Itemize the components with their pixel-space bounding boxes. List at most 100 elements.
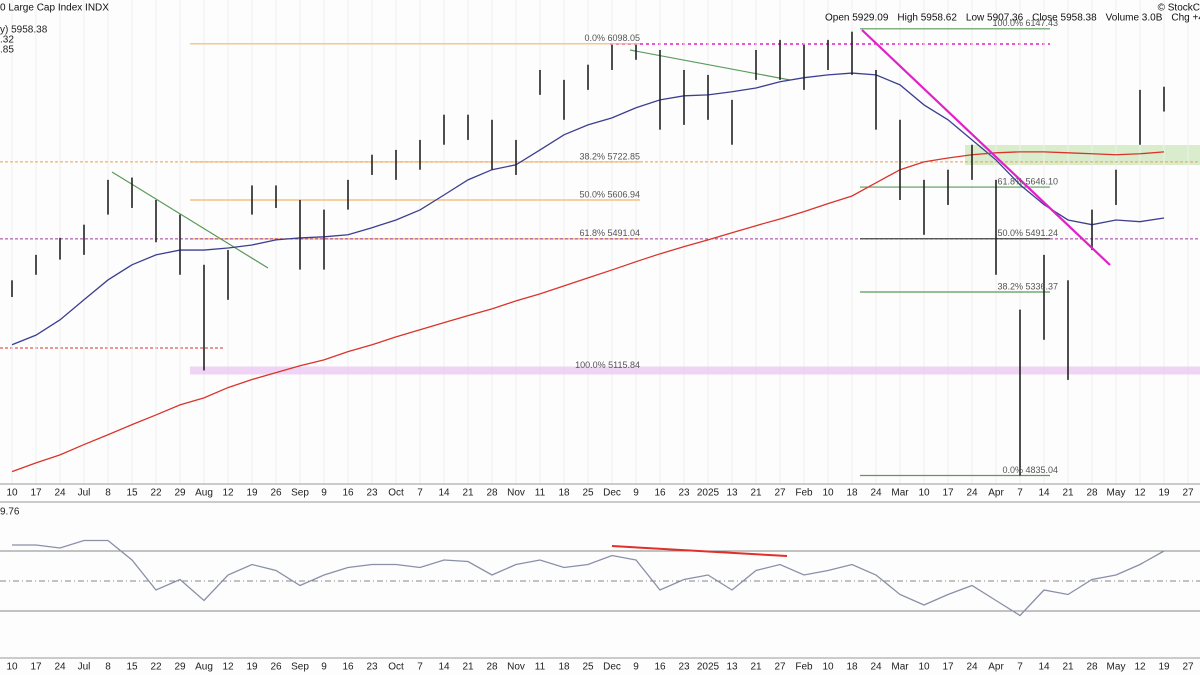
x-tick-label: 27 [1182,488,1194,499]
x-tick-label: Apr [988,488,1004,499]
x-tick-label: 14 [438,488,450,499]
x-tick-label: 21 [750,662,762,673]
x-tick-label: 21 [750,488,762,499]
x-tick-label: 21 [1062,488,1074,499]
x-tick-label: 21 [462,488,474,499]
legend-label: .85 [0,45,14,56]
x-tick-label: 10 [6,662,18,673]
quote-text: Chg +41.45 (+ [1171,13,1200,24]
x-tick-label: 26 [270,488,282,499]
chart-title: 0 Large Cap Index INDX [0,3,109,14]
x-tick-label: Jul [78,662,91,673]
x-tick-label: 17 [942,488,954,499]
x-tick-label: May [1107,488,1126,499]
fib-label: 50.0% 5606.94 [579,189,640,199]
x-tick-label: 22 [150,488,162,499]
x-tick-label: 10 [822,662,834,673]
x-tick-label: 12 [222,488,234,499]
x-tick-label: 29 [174,488,186,499]
x-tick-label: 24 [54,662,66,673]
x-tick-label: 28 [1086,662,1098,673]
x-tick-label: 27 [1182,662,1194,673]
x-tick-label: 17 [942,662,954,673]
x-tick-label: 7 [1017,662,1023,673]
x-tick-label: 8 [105,488,111,499]
x-tick-label: 24 [54,488,66,499]
x-tick-label: 14 [438,662,450,673]
x-tick-label: 2025 [697,488,720,499]
x-tick-label: 19 [1158,662,1170,673]
fib-label: 61.8% 5491.04 [579,228,640,238]
x-tick-label: Dec [603,662,621,673]
x-tick-label: 22 [150,662,162,673]
quote-text: Open 5929.09 [825,13,889,24]
x-tick-label: 9 [321,488,327,499]
x-tick-label: Jul [78,488,91,499]
quote-text: High 5958.62 [897,13,957,24]
x-tick-label: 14 [1038,662,1050,673]
source: © StockC [1158,3,1200,14]
quote-text: Close 5958.38 [1032,13,1097,24]
x-tick-label: 28 [1086,488,1098,499]
fib-label: 61.8% 5646.10 [997,176,1058,186]
x-tick-label: May [1107,662,1126,673]
fib-label: 100.0% 6147.43 [992,18,1058,28]
x-tick-label: 19 [246,662,258,673]
x-tick-label: Feb [795,488,813,499]
x-tick-label: 23 [678,662,690,673]
x-tick-label: Oct [388,662,404,673]
x-tick-label: Mar [891,662,909,673]
x-tick-label: 13 [726,488,738,499]
x-tick-label: 10 [6,488,18,499]
x-tick-label: Nov [507,488,525,499]
x-tick-label: 23 [678,488,690,499]
x-tick-label: 27 [774,662,786,673]
x-tick-label: Mar [891,488,909,499]
x-tick-label: 16 [342,488,354,499]
x-tick-label: 11 [535,662,546,673]
foreground-layer [11,29,1165,617]
trendline [629,49,791,81]
x-tick-label: 16 [654,488,666,499]
x-tick-label: Sep [291,488,309,499]
x-tick-label: 24 [966,662,978,673]
x-tick-label: 14 [1038,488,1050,499]
x-tick-label: 12 [1134,488,1146,499]
fib-label: 100.0% 5115.84 [575,360,640,370]
x-tick-label: 24 [966,488,978,499]
x-tick-label: 17 [30,488,42,499]
x-tick-label: 10 [918,662,930,673]
x-tick-label: 7 [417,662,423,673]
x-tick-label: Aug [195,488,213,499]
x-tick-label: Feb [795,662,813,673]
quote-text: Volume 3.0B [1106,13,1163,24]
x-tick-label: 27 [774,488,786,499]
fib-label: 0.0% 4835.04 [1002,465,1058,475]
resistance-zone [965,145,1200,165]
fib-band [190,366,1200,375]
divergence-line [611,545,788,557]
x-tick-label: 19 [246,488,258,499]
x-tick-label: 13 [726,662,738,673]
x-tick-label: 12 [1134,662,1146,673]
x-tick-label: 7 [1017,488,1023,499]
x-tick-label: 29 [174,662,186,673]
x-tick-label: Nov [507,662,525,673]
x-tick-label: 19 [1158,488,1170,499]
x-tick-label: 24 [870,662,882,673]
fib-label: 38.2% 5336.37 [997,281,1058,291]
x-tick-label: 9 [633,662,639,673]
x-tick-label: 18 [558,488,570,499]
legend-label: .32 [0,35,14,46]
x-tick-label: 17 [30,662,42,673]
x-tick-label: 23 [366,488,378,499]
x-tick-label: 21 [462,662,474,673]
quote-text: Low 5907.36 [966,13,1024,24]
fib-label: 50.0% 5491.24 [997,228,1058,238]
x-tick-label: Aug [195,662,213,673]
x-tick-label: 25 [582,662,594,673]
legend-label: y) 5958.38 [0,25,48,36]
x-tick-label: 9 [321,662,327,673]
